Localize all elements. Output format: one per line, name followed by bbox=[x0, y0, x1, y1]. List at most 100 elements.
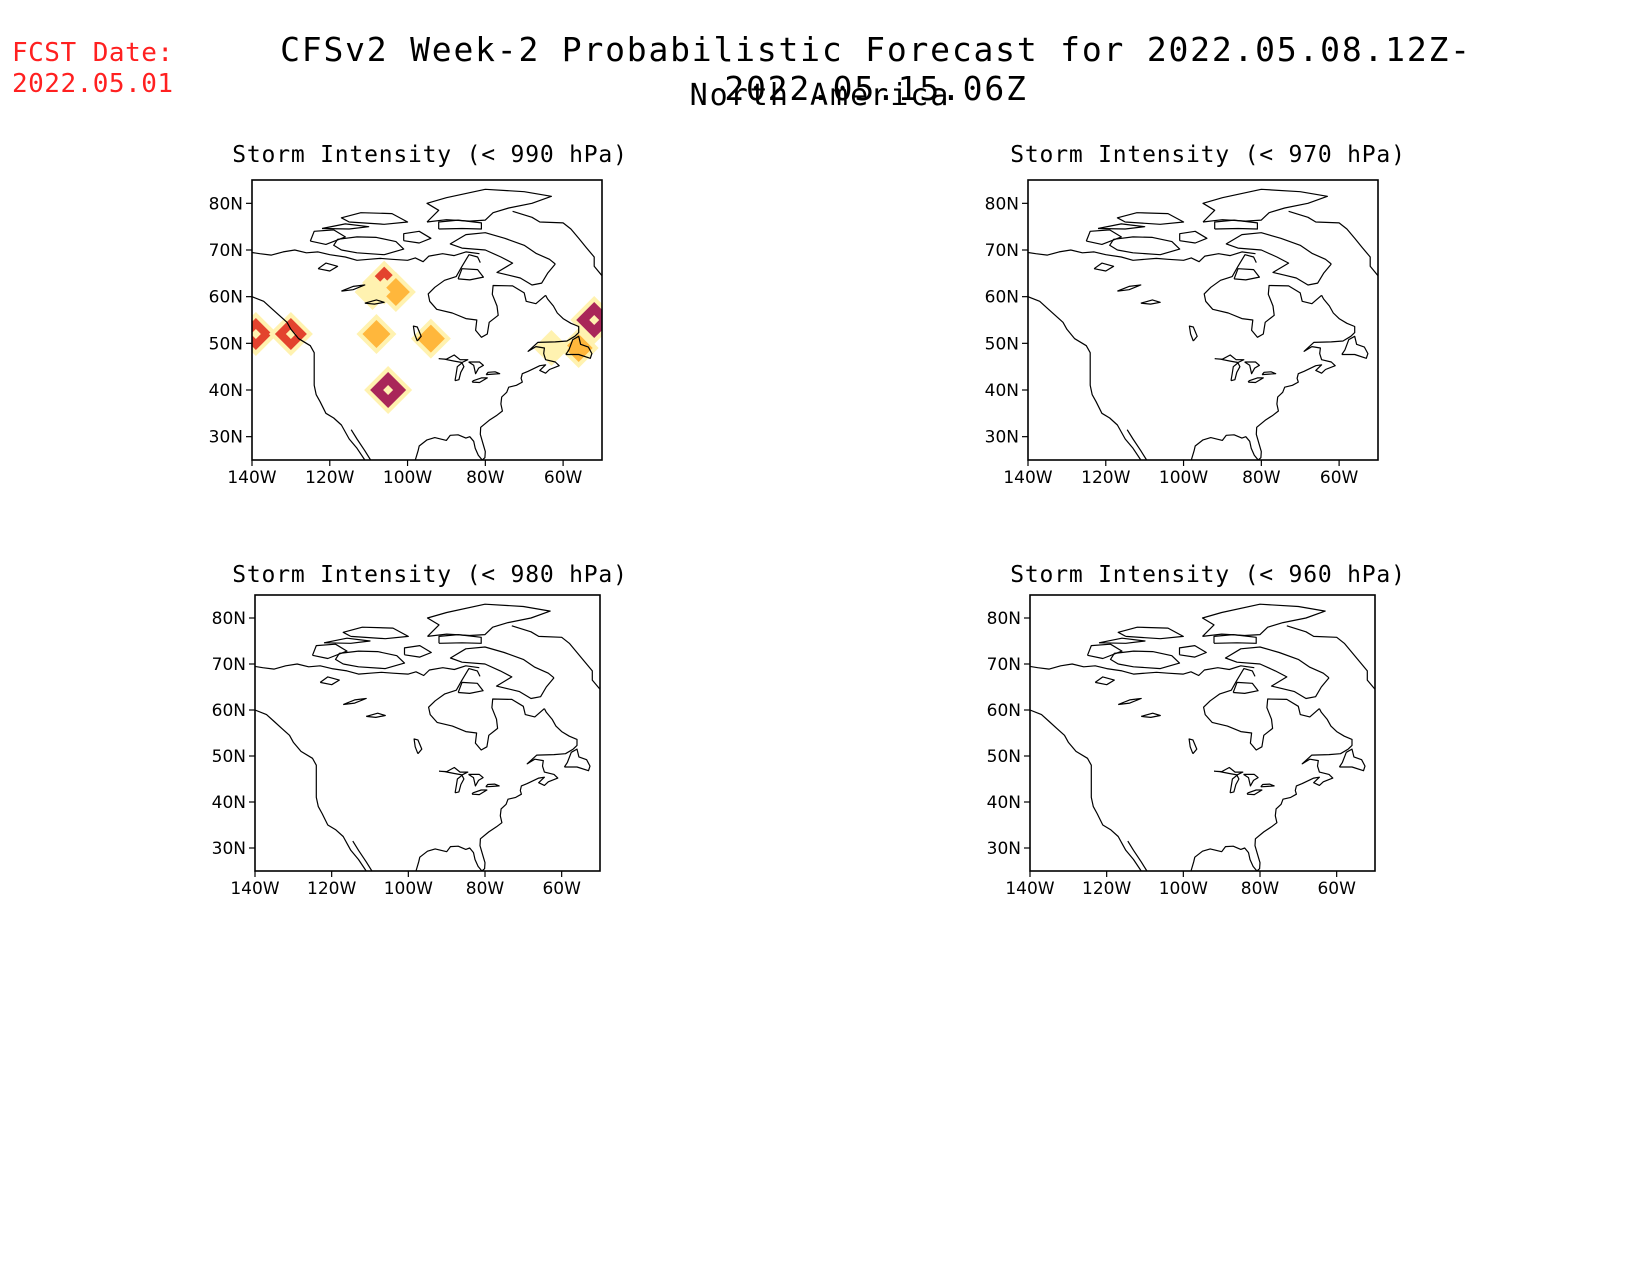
coastline bbox=[1230, 362, 1241, 382]
coastline bbox=[1109, 236, 1181, 256]
lat-label: 40N bbox=[985, 381, 1019, 401]
coastline bbox=[438, 634, 482, 644]
shade-peak bbox=[379, 277, 390, 288]
panel-980: Storm Intensity (< 980 hPa) 80N 70N 60N 50N… bbox=[200, 560, 660, 940]
coastline bbox=[454, 774, 465, 794]
coastline bbox=[457, 268, 484, 281]
lat-label: 40N bbox=[212, 793, 246, 813]
coastline bbox=[309, 229, 346, 245]
page-title: CFSv2 Week-2 Probabilistic Forecast for … bbox=[280, 30, 1472, 108]
coastline bbox=[438, 354, 469, 364]
coastline bbox=[341, 284, 366, 292]
lon-label: 80W bbox=[1241, 879, 1280, 899]
coastline bbox=[255, 709, 367, 871]
coastline bbox=[1140, 299, 1161, 305]
lat-label: 70N bbox=[987, 655, 1021, 675]
coastline bbox=[457, 681, 484, 694]
shade-cell bbox=[564, 334, 593, 362]
shade-cell bbox=[362, 320, 391, 348]
panel-960: Storm Intensity (< 960 hPa) 80N 70N 60N 50N… bbox=[978, 560, 1438, 940]
coastline bbox=[1203, 668, 1320, 751]
coastline bbox=[1232, 681, 1259, 694]
coastline bbox=[342, 697, 367, 706]
forecast-date: FCST Date: 2022.05.01 bbox=[12, 38, 174, 100]
region-subtitle: North America bbox=[689, 78, 951, 113]
lon-label: 120W bbox=[1082, 879, 1131, 899]
lon-label: 60W bbox=[542, 879, 581, 899]
coastline bbox=[468, 773, 484, 787]
map-plot-area bbox=[255, 603, 600, 871]
coastline bbox=[1213, 634, 1257, 644]
coastline bbox=[1203, 254, 1322, 338]
lat-label: 30N bbox=[212, 839, 246, 859]
coastline bbox=[565, 335, 593, 359]
lat-label: 30N bbox=[209, 428, 243, 448]
lon-label: 140W bbox=[227, 468, 276, 488]
coastline bbox=[485, 783, 500, 788]
coastline bbox=[1116, 212, 1185, 225]
coastline bbox=[1098, 637, 1146, 644]
coastline bbox=[1126, 429, 1148, 460]
coastlines bbox=[255, 603, 600, 871]
coastline bbox=[1117, 626, 1184, 640]
panel-title: Storm Intensity (< 980 hPa) bbox=[232, 562, 628, 588]
coastline bbox=[1028, 249, 1256, 263]
coastline bbox=[1260, 783, 1275, 788]
shade-peak bbox=[589, 315, 600, 325]
coastline bbox=[333, 236, 405, 256]
lon-label: 140W bbox=[1005, 879, 1054, 899]
coastline bbox=[403, 230, 432, 244]
coastline bbox=[413, 738, 423, 755]
coastline bbox=[427, 254, 546, 338]
lat-label: 60N bbox=[212, 701, 246, 721]
lat-label: 30N bbox=[985, 428, 1019, 448]
coastline bbox=[1141, 712, 1161, 718]
coastline bbox=[1097, 223, 1146, 230]
coastline bbox=[1244, 361, 1260, 375]
map-960: 80N 70N 60N 50N 40N 30N 140W 120W 100W 80W 60W bbox=[987, 594, 1376, 899]
lat-label: 50N bbox=[987, 747, 1021, 767]
coastline bbox=[485, 371, 501, 376]
lon-label: 60W bbox=[1320, 468, 1359, 488]
coastline bbox=[352, 840, 373, 871]
shade-cell bbox=[416, 324, 445, 353]
lat-label: 50N bbox=[212, 747, 246, 767]
lon-label: 80W bbox=[466, 879, 505, 899]
coastline bbox=[512, 210, 602, 278]
coastline bbox=[1338, 748, 1366, 772]
panel-title: Storm Intensity (< 970 hPa) bbox=[1010, 142, 1406, 168]
panel-990: Storm Intensity (< 990 hPa) 80N 70N 60N 50N… bbox=[200, 140, 660, 520]
coastline bbox=[1127, 840, 1148, 871]
lat-label: 30N bbox=[987, 839, 1021, 859]
coastline bbox=[1109, 650, 1181, 670]
lon-label: 60W bbox=[1317, 879, 1356, 899]
coastline bbox=[1261, 371, 1277, 376]
lat-label: 70N bbox=[985, 241, 1019, 261]
coastline bbox=[1243, 773, 1259, 787]
map-plot-area bbox=[252, 188, 602, 460]
panel-title: Storm Intensity (< 990 hPa) bbox=[232, 142, 628, 168]
probability-shading bbox=[252, 260, 602, 414]
coastline bbox=[471, 789, 488, 796]
coastline bbox=[412, 325, 422, 342]
shade-cell bbox=[360, 280, 385, 304]
coastline bbox=[1229, 774, 1240, 794]
coastline bbox=[1190, 295, 1356, 460]
lat-label: 70N bbox=[212, 655, 246, 675]
forecast-date-value: 2022.05.01 bbox=[12, 69, 174, 99]
coastline bbox=[1117, 284, 1142, 292]
coastline bbox=[1246, 789, 1263, 796]
coastline bbox=[1117, 697, 1142, 706]
coastline bbox=[1094, 676, 1115, 686]
coastline bbox=[1028, 296, 1142, 460]
lon-label: 60W bbox=[544, 468, 583, 488]
coastline bbox=[364, 299, 385, 305]
coastline bbox=[449, 232, 556, 286]
lon-label: 100W bbox=[1159, 879, 1208, 899]
coastline bbox=[1213, 766, 1244, 776]
panel-970: Storm Intensity (< 970 hPa) 80N 70N 60N 50N… bbox=[978, 140, 1438, 520]
coastline bbox=[454, 362, 465, 382]
coastline bbox=[1188, 738, 1198, 755]
map-plot-area bbox=[1028, 188, 1378, 460]
map-plot-area bbox=[1030, 603, 1375, 871]
